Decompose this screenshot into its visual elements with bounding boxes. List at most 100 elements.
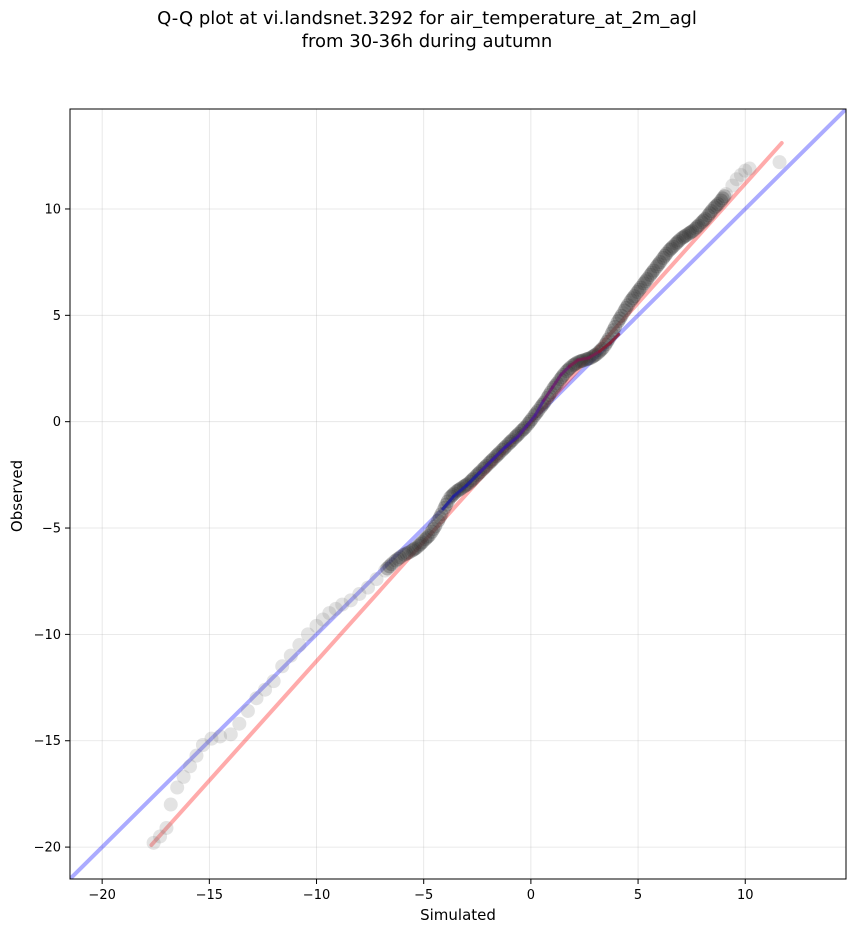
qq-point <box>698 212 713 227</box>
quantile-curve-segment <box>441 494 456 511</box>
quantile-curve-segment <box>587 349 601 360</box>
qq-point <box>393 550 408 565</box>
qq-point <box>390 551 405 566</box>
x-tick-label: −10 <box>303 888 330 903</box>
qq-point <box>622 295 637 310</box>
qq-point <box>632 282 647 297</box>
qq-point <box>322 606 337 621</box>
y-tick-label: 0 <box>53 415 61 430</box>
quantile-curve-segment <box>608 332 621 345</box>
qq-point <box>690 220 705 235</box>
qq-point <box>411 538 426 553</box>
qq-point <box>616 306 631 321</box>
chart-title-line-1: Q-Q plot at vi.landsnet.3292 for air_tem… <box>157 8 697 29</box>
plot-frame <box>69 108 847 880</box>
qq-point <box>397 547 412 562</box>
x-axis-label: Simulated <box>420 906 496 924</box>
qq-point <box>170 780 185 795</box>
qq-point <box>300 627 315 642</box>
y-tick-label: −10 <box>34 628 61 643</box>
qq-point <box>189 748 204 763</box>
qq-point <box>609 316 624 331</box>
qq-point <box>665 239 680 254</box>
qq-point <box>283 648 298 663</box>
data-points <box>146 155 787 850</box>
qq-point <box>772 155 787 170</box>
qq-point <box>659 246 674 261</box>
qq-point <box>667 238 682 253</box>
qq-point <box>378 563 393 578</box>
qq-point <box>669 236 684 251</box>
qq-point <box>738 163 753 178</box>
qq-point <box>714 193 729 208</box>
qq-point <box>649 259 664 274</box>
qq-point <box>407 542 422 557</box>
x-tick-label: 5 <box>634 888 642 903</box>
qq-point <box>427 519 442 534</box>
qq-point <box>638 274 653 289</box>
qq-point <box>380 561 395 576</box>
qq-point <box>704 204 719 219</box>
quantile-curve-segment <box>503 435 520 449</box>
qq-point <box>608 320 623 335</box>
qq-point <box>664 241 679 256</box>
qq-point <box>369 572 384 587</box>
qq-point <box>685 224 700 239</box>
qq-point <box>416 533 431 548</box>
qq-point <box>240 703 255 718</box>
qq-point <box>266 674 281 689</box>
quantile-curve-segment <box>490 445 507 462</box>
qq-point <box>309 618 324 633</box>
qq-point <box>418 532 433 547</box>
x-tick-label: 0 <box>527 888 535 903</box>
qq-point <box>352 586 367 601</box>
qq-point <box>725 178 740 193</box>
qq-point <box>335 597 350 612</box>
qq-point <box>435 504 450 519</box>
qq-point <box>688 221 703 236</box>
qq-point <box>444 489 459 504</box>
qq-point <box>627 289 642 304</box>
qq-point <box>733 167 748 182</box>
y-tick-label: −5 <box>42 522 61 537</box>
qq-point <box>606 323 621 338</box>
quantile-curve-segment <box>465 471 481 487</box>
qq-point <box>415 535 430 550</box>
x-tick-label: −15 <box>196 888 223 903</box>
qq-point <box>421 529 436 544</box>
qq-point <box>675 230 690 245</box>
qq-point <box>693 216 708 231</box>
qq-point <box>445 488 460 503</box>
qq-point <box>717 189 732 204</box>
qq-point <box>159 820 174 835</box>
qq-point <box>232 716 247 731</box>
qq-point <box>673 231 688 246</box>
qq-point <box>419 530 434 545</box>
qq-point <box>696 213 711 228</box>
qq-point <box>176 769 191 784</box>
qq-point <box>426 522 441 537</box>
grid-lines <box>70 109 846 879</box>
qq-point <box>628 287 643 302</box>
qq-point <box>640 272 655 287</box>
qq-point <box>395 548 410 563</box>
qq-point <box>431 513 446 528</box>
qq-point <box>718 187 733 202</box>
qq-point <box>258 682 273 697</box>
qq-point <box>678 228 693 243</box>
quantile-curve-segment <box>516 424 529 439</box>
qq-point <box>686 223 701 238</box>
qq-point <box>399 546 414 561</box>
qq-point <box>670 234 685 249</box>
axis-ticks: −20 −15 −10 −5 0 5 10 −20 −15 −10 −5 0 5 10 <box>34 202 754 903</box>
qq-point <box>403 544 418 559</box>
qq-point <box>625 291 640 306</box>
quantile-curve-segment <box>477 458 494 475</box>
qq-point <box>653 255 668 270</box>
qq-point <box>702 206 717 221</box>
qq-point <box>715 191 730 206</box>
qq-point <box>706 201 721 216</box>
qq-point <box>382 559 397 574</box>
qq-point <box>709 198 724 213</box>
